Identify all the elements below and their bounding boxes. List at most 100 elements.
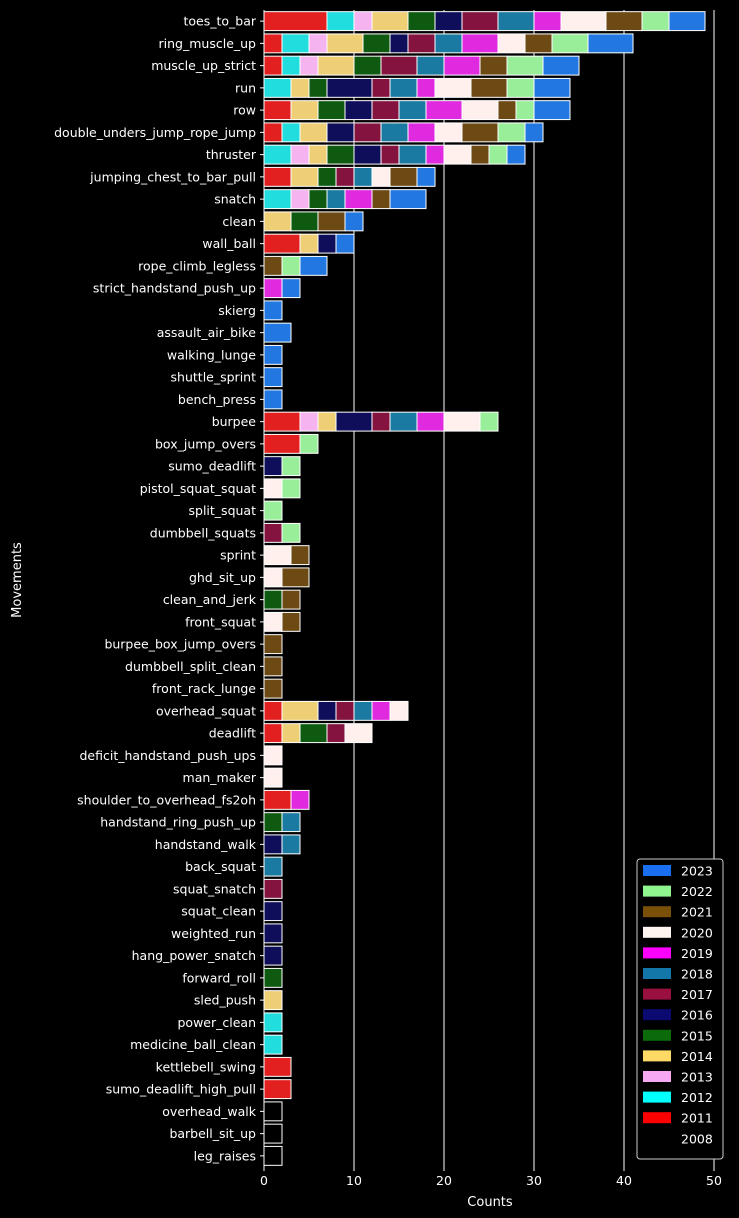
legend-swatch-2015: [643, 1029, 671, 1041]
bar-row-2011: [263, 100, 292, 121]
bar-jumping_chest_to_bar_pull-2020: [371, 166, 391, 187]
bar-deadlift-2017: [326, 723, 346, 744]
bar-leg_raises-2008: [263, 1145, 283, 1166]
bar-snatch-2012: [263, 189, 292, 210]
bar-run-2021: [470, 77, 508, 98]
bar-row-2014: [290, 100, 319, 121]
legend-swatch-2022: [643, 885, 671, 897]
bar-handstand_walk-2018: [281, 834, 301, 855]
bar-overhead_squat-2020: [389, 700, 409, 721]
bar-ring_muscle_up-2023: [587, 33, 634, 54]
bar-muscle_up_strict-2017: [380, 55, 418, 76]
bar-thruster-2012: [263, 144, 292, 165]
bar-ring_muscle_up-2022: [551, 33, 589, 54]
bar-sprint-2021: [290, 545, 310, 566]
y-tick-label: ring_muscle_up: [159, 36, 257, 51]
bar-run-2020: [434, 77, 472, 98]
legend-label-2015: 2015: [681, 1028, 713, 1043]
legend-swatch-2011: [643, 1112, 671, 1124]
bar-wall_ball-2014: [299, 233, 319, 254]
y-tick-label: pistol_squat_squat: [140, 481, 256, 496]
bar-split_squat-2022: [263, 500, 283, 521]
bar-muscle_up_strict-2022: [506, 55, 544, 76]
legend-label-2016: 2016: [681, 1008, 713, 1023]
y-tick-label: sled_push: [194, 993, 256, 1008]
bar-run-2022: [506, 77, 535, 98]
legend-swatch-2020: [643, 926, 671, 938]
y-tick-label: overhead_walk: [162, 1104, 256, 1119]
bar-skierg-2023: [263, 300, 283, 321]
bar-rope_climb_legless-2021: [263, 255, 283, 276]
bar-run-2019: [416, 77, 436, 98]
bar-clean_and_jerk-2021: [281, 589, 301, 610]
x-tick-labels: 0 10 20 30 40 50: [260, 1167, 722, 1188]
bar-shoulder_to_overhead_fs2oh-2011: [263, 789, 292, 810]
bar-thruster-2018: [398, 144, 427, 165]
legend-label-2019: 2019: [681, 946, 713, 961]
bar-toes_to_bar-2015: [407, 11, 436, 32]
legend-label-2012: 2012: [681, 1090, 713, 1105]
bar-dumbbell_squats-2017: [263, 522, 283, 543]
bar-ring_muscle_up-2020: [497, 33, 526, 54]
bar-ring_muscle_up-2018: [434, 33, 463, 54]
y-tick-label: squat_clean: [181, 904, 256, 919]
bar-burpee-2022: [479, 411, 499, 432]
bar-burpee-2011: [263, 411, 301, 432]
y-tick-label: power_clean: [177, 1015, 256, 1030]
bar-handstand_ring_push_up-2018: [281, 812, 301, 833]
bar-overhead_squat-2019: [371, 700, 391, 721]
bar-jumping_chest_to_bar_pull-2014: [290, 166, 319, 187]
bar-muscle_up_strict-2015: [353, 55, 382, 76]
y-tick-label: run: [235, 80, 256, 95]
legend-label-2023: 2023: [681, 864, 713, 879]
bar-deadlift-2020: [344, 723, 373, 744]
x-axis-label: Counts: [467, 1195, 513, 1210]
bar-jumping_chest_to_bar_pull-2011: [263, 166, 292, 187]
bar-thruster-2014: [308, 144, 328, 165]
bar-burpee-2020: [443, 411, 481, 432]
bar-sumo_deadlift_high_pull-2011: [263, 1079, 292, 1100]
legend-swatch-2017: [643, 988, 671, 1000]
bar-squat_clean-2016: [263, 901, 283, 922]
bar-row-2016: [344, 100, 373, 121]
y-tick-label: weighted_run: [171, 926, 256, 941]
bar-overhead_squat-2017: [335, 700, 355, 721]
bar-row-2015: [317, 100, 346, 121]
bar-front_rack_lunge-2021: [263, 678, 283, 699]
x-tick-label: 30: [526, 1173, 542, 1188]
bar-barbell_sit_up-2008: [263, 1123, 283, 1144]
bar-run-2015: [308, 77, 328, 98]
y-tick-label: muscle_up_strict: [151, 58, 256, 73]
y-tick-label: assault_air_bike: [157, 325, 257, 340]
bar-run-2014: [290, 77, 310, 98]
bar-double_unders_jump_rope_jump-2012: [281, 122, 301, 143]
bar-ring_muscle_up-2019: [461, 33, 499, 54]
bar-burpee-2018: [389, 411, 418, 432]
bar-clean-2021: [317, 211, 346, 232]
bar-toes_to_bar-2019: [533, 11, 562, 32]
y-tick-label: barbell_sit_up: [169, 1126, 256, 1141]
bar-muscle_up_strict-2021: [479, 55, 508, 76]
y-tick-label: row: [233, 103, 256, 118]
y-tick-label: man_maker: [183, 770, 257, 785]
bar-thruster-2017: [380, 144, 400, 165]
bar-squat_snatch-2017: [263, 878, 283, 899]
legend-swatch-2008: [643, 1132, 671, 1144]
bar-double_unders_jump_rope_jump-2011: [263, 122, 283, 143]
bar-strict_handstand_push_up-2019: [263, 278, 283, 299]
bar-ghd_sit_up-2020: [263, 567, 283, 588]
bar-weighted_run-2016: [263, 923, 283, 944]
legend-label-2021: 2021: [681, 905, 713, 920]
bar-toes_to_bar-2017: [461, 11, 499, 32]
bar-ring_muscle_up-2015: [362, 33, 391, 54]
bar-row-2021: [497, 100, 517, 121]
y-tick-label: sumo_deadlift_high_pull: [106, 1082, 256, 1097]
y-tick-label: handstand_walk: [155, 837, 257, 852]
legend-swatch-2016: [643, 1009, 671, 1021]
bar-wall_ball-2016: [317, 233, 337, 254]
bar-toes_to_bar-2011: [263, 11, 328, 32]
bar-thruster-2023: [506, 144, 526, 165]
bar-snatch-2023: [389, 189, 427, 210]
y-tick-label: ghd_sit_up: [189, 570, 256, 585]
